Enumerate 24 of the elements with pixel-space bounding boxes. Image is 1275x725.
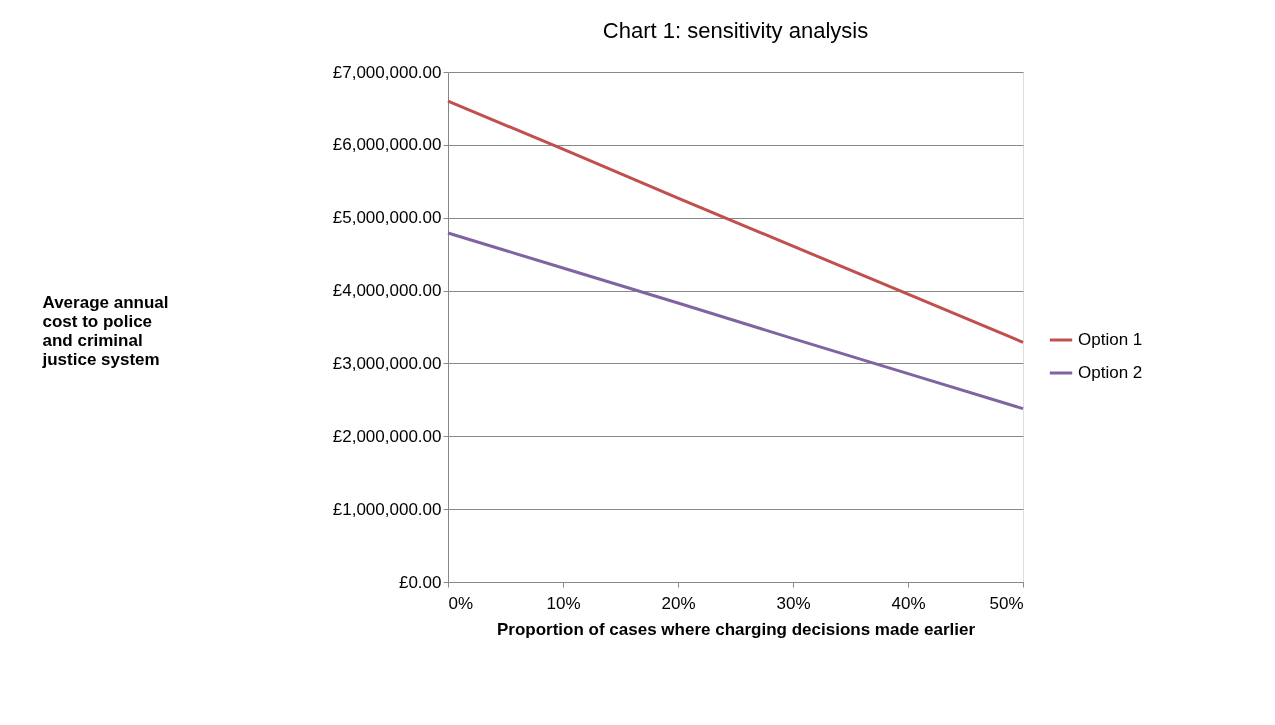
y-tick-label: £5,000,000.00: [332, 208, 442, 228]
line-series: [446, 99, 1025, 344]
x-tick-label: 0%: [448, 593, 474, 613]
x-tick-label: 10%: [546, 593, 581, 613]
y-tick-label: £2,000,000.00: [332, 426, 442, 446]
y-tick-label: £7,000,000.00: [332, 62, 442, 82]
x-axis-title: Proportion of cases where charging decisions made earlier: [496, 619, 976, 639]
y-tick-label: £3,000,000.00: [332, 353, 442, 373]
text: and criminal: [42, 330, 143, 350]
y-tick-label: £1,000,000.00: [332, 499, 442, 519]
y-tick-label: £6,000,000.00: [332, 135, 442, 155]
text: Average annual: [42, 292, 169, 312]
x-tick-label: 40%: [891, 593, 926, 613]
x-tick-label: 50%: [989, 593, 1024, 613]
y-tick-label: £4,000,000.00: [332, 281, 442, 301]
chart-title: Chart 1: sensitivity analysis: [602, 18, 869, 43]
legend-label: Option 2: [1078, 363, 1143, 382]
text: cost to police: [42, 311, 153, 331]
line-series: [446, 231, 1025, 411]
legend-label: Option 1: [1078, 330, 1143, 349]
x-tick-label: 30%: [776, 593, 811, 613]
x-tick-label: 20%: [661, 593, 696, 613]
text: justice system: [42, 349, 160, 369]
y-tick-label: £0.00: [398, 572, 442, 592]
